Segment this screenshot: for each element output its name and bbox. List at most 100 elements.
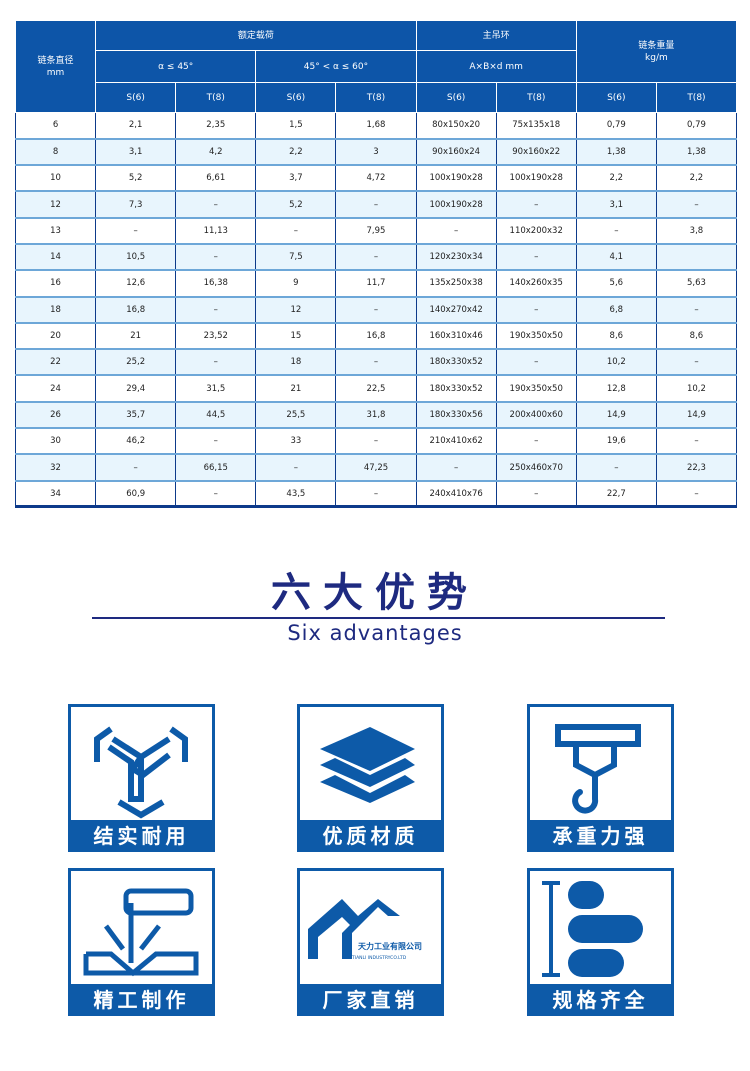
spec-table: 链条直径 mm 额定载荷 主吊环 链条重量 kg/m α ≤ 45° 45° < α…	[14, 20, 738, 509]
factory-logo-icon: 天力工业有限公司 TIANLI INDUSTRYCO.LTD	[308, 899, 422, 961]
table-cell: 22,5	[335, 375, 417, 403]
table-cell: 190x350x50	[495, 322, 577, 351]
table-cell: 2,2	[255, 138, 337, 167]
table-row: 20 21 23,52 15 16,8 160x310x46 190x350x50 8,6 8,…	[14, 322, 738, 351]
table-cell: 26	[14, 401, 97, 430]
table-cell: 29,4	[95, 375, 177, 403]
table-cell: 110x200x32	[495, 217, 577, 245]
table-cell: 13	[14, 217, 97, 245]
table-cell: –	[495, 296, 577, 324]
table-cell: 44,5	[175, 401, 257, 430]
section-subtitle: Six advantages	[287, 621, 463, 645]
chain-link-icon	[94, 726, 188, 819]
table-cell: 16,8	[335, 322, 417, 351]
table-cell: –	[335, 480, 417, 509]
logo-text: 天力工业有限公司	[358, 941, 422, 951]
table-cell: 12	[255, 296, 337, 324]
table-cell: 180x330x56	[415, 401, 497, 430]
table-cell: 180x330x52	[415, 375, 497, 403]
advantage-label: 承重力强	[527, 820, 674, 852]
table-cell: 5,2	[255, 191, 337, 219]
col-grade: S(6)	[575, 82, 657, 113]
table-cell: 8,6	[575, 322, 657, 351]
table-cell: 12,8	[575, 375, 657, 403]
table-cell: 6,8	[575, 296, 657, 324]
table-cell: 1,38	[575, 138, 657, 167]
table-cell: –	[655, 191, 738, 219]
table-row: 13–11,13–7,95–110x200x32–3,8	[14, 217, 738, 245]
table-cell: 21	[95, 322, 177, 351]
table-cell: 16,38	[175, 270, 257, 298]
table-cell: 250x460x70	[495, 454, 577, 482]
table-cell: 6,61	[175, 165, 257, 193]
table-cell: 75x135x18	[495, 112, 577, 140]
table-row: 16 12,6 16,38 9 11,7 135x250x38 140x260x35 5,6 5…	[14, 270, 738, 298]
table-cell: 5,6	[575, 270, 657, 298]
table-cell: 5,63	[655, 270, 738, 298]
table-cell: 18	[255, 349, 337, 377]
table-cell: –	[575, 217, 657, 245]
table-cell: 60,9	[95, 480, 177, 509]
table-cell: 3,1	[95, 138, 177, 167]
table-cell: –	[95, 217, 177, 245]
table-cell: –	[255, 454, 337, 482]
table-cell: 2,2	[655, 165, 738, 193]
table-cell: 2,35	[175, 112, 257, 140]
table-cell	[655, 243, 738, 272]
table-row: 24 29,4 31,5 21 22,5 180x330x52 190x350x50 12,8…	[14, 375, 738, 403]
table-cell: 140x260x35	[495, 270, 577, 298]
advantage-card: 结实耐用	[68, 704, 215, 852]
table-row: 34 60,9–43,5–240x410x76–22,7–	[14, 480, 738, 509]
table-cell: 1,5	[255, 112, 337, 140]
table-cell: –	[495, 428, 577, 456]
table-cell: –	[175, 349, 257, 377]
col-angle2: 45° < α ≤ 60°	[255, 50, 417, 83]
table-row: 8 3,1 4,2 2,2 3 90x160x24 90x160x22 1,38 1,38	[14, 138, 738, 167]
table-row: 22 25,2–18–180x330x52–10,2–	[14, 349, 738, 377]
size-range-icon	[542, 881, 643, 977]
table-cell: –	[335, 191, 417, 219]
table-cell: 90x160x22	[495, 138, 577, 167]
table-cell: 22,7	[575, 480, 657, 509]
col-grade: T(8)	[335, 82, 417, 113]
header-text: 链条重量	[638, 40, 675, 51]
table-cell: 18	[14, 296, 97, 324]
table-cell: –	[655, 428, 738, 456]
table-cell: 240x410x76	[415, 480, 497, 509]
col-diameter: 链条直径 mm	[14, 20, 97, 113]
table-cell: –	[335, 428, 417, 456]
table-cell: 12	[14, 191, 97, 219]
table-cell: –	[175, 480, 257, 509]
table-cell: 5,2	[95, 165, 177, 193]
table-cell: 100x190x28	[415, 165, 497, 193]
table-cell: 25,2	[95, 349, 177, 377]
table-cell: –	[175, 428, 257, 456]
table-row: 18 16,8–12–140x270x42–6,8–	[14, 296, 738, 324]
advantage-label: 精工制作	[68, 984, 215, 1016]
layers-icon	[320, 727, 415, 803]
logo-subtext: TIANLI INDUSTRYCO.LTD	[351, 955, 407, 961]
laser-cutting-icon	[83, 888, 199, 977]
col-weight: 链条重量 kg/m	[575, 20, 738, 83]
table-cell: 3,8	[655, 217, 738, 245]
table-cell: 16,8	[95, 296, 177, 324]
table-row: 12 7,3–5,2–100x190x28–3,1–	[14, 191, 738, 219]
table-row: 26 35,7 44,5 25,5 31,8 180x330x56 200x400x60 14…	[14, 401, 738, 430]
col-grade: T(8)	[655, 82, 738, 113]
table-cell: 7,3	[95, 191, 177, 219]
col-grade: T(8)	[495, 82, 577, 113]
table-cell: 43,5	[255, 480, 337, 509]
table-cell: 200x400x60	[495, 401, 577, 430]
divider	[92, 617, 665, 619]
table-cell: 33	[255, 428, 337, 456]
crane-hook-icon	[555, 724, 641, 814]
table-row: 32–66,15–47,25–250x460x70–22,3	[14, 454, 738, 482]
table-cell: 2,2	[575, 165, 657, 193]
table-cell: –	[95, 454, 177, 482]
table-cell: –	[175, 191, 257, 219]
table-cell: –	[255, 217, 337, 245]
table-cell: –	[655, 480, 738, 509]
col-rated-load: 额定载荷	[95, 20, 417, 51]
table-cell: 80x150x20	[415, 112, 497, 140]
table-cell: 180x330x52	[415, 349, 497, 377]
